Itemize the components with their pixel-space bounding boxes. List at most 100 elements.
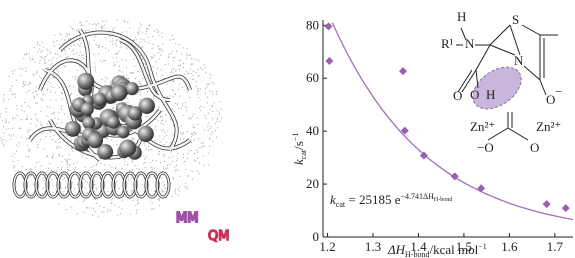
solvent-dot	[94, 23, 95, 24]
solvent-dot	[42, 193, 43, 194]
solvent-dot	[3, 126, 4, 127]
solvent-dot	[175, 71, 176, 72]
atom-label: O	[546, 92, 555, 107]
solvent-dot	[120, 70, 121, 71]
solvent-dot	[115, 64, 116, 65]
solvent-dot	[73, 86, 74, 87]
solvent-dot	[77, 162, 78, 163]
solvent-dot	[29, 149, 30, 150]
solvent-dot	[219, 113, 220, 114]
solvent-dot	[53, 192, 54, 193]
solvent-dot	[191, 64, 192, 65]
solvent-dot	[131, 178, 132, 179]
solvent-dot	[106, 138, 107, 139]
solvent-dot	[80, 172, 81, 173]
solvent-dot	[36, 162, 37, 163]
solvent-dot	[30, 168, 31, 169]
solvent-dot	[152, 202, 153, 203]
solvent-dot	[89, 44, 90, 45]
solvent-dot	[211, 126, 212, 127]
solvent-dot	[104, 25, 105, 26]
solvent-dot	[184, 161, 185, 162]
solvent-dot	[57, 58, 58, 59]
solvent-dot	[81, 25, 82, 26]
solvent-dot	[61, 161, 62, 162]
solvent-dot	[180, 139, 181, 140]
solvent-dot	[13, 161, 14, 162]
solvent-dot	[11, 135, 12, 136]
solvent-dot	[158, 154, 159, 155]
solvent-dot	[142, 46, 143, 47]
solvent-dot	[193, 71, 194, 72]
solvent-dot	[68, 38, 69, 39]
solvent-dot	[130, 72, 131, 73]
solvent-dot	[175, 43, 176, 44]
solvent-dot	[66, 136, 67, 137]
solvent-dot	[205, 93, 206, 94]
solvent-dot	[47, 50, 48, 51]
solvent-dot	[186, 110, 187, 111]
solvent-dot	[88, 30, 89, 31]
solvent-dot	[72, 150, 73, 151]
solvent-dot	[173, 61, 174, 62]
solvent-dot	[21, 110, 22, 111]
solvent-dot	[2, 120, 3, 121]
solvent-dot	[129, 27, 130, 28]
solvent-dot	[163, 182, 164, 183]
solvent-dot	[158, 52, 159, 53]
solvent-dot	[93, 208, 94, 209]
solvent-dot	[145, 156, 146, 157]
solvent-dot	[208, 130, 209, 131]
solvent-dot	[96, 164, 97, 165]
solvent-dot	[27, 84, 28, 85]
solvent-dot	[142, 31, 143, 32]
solvent-dot	[148, 43, 149, 44]
solvent-dot	[96, 45, 97, 46]
solvent-dot	[108, 191, 109, 192]
solvent-dot	[86, 193, 87, 194]
solvent-dot	[184, 74, 185, 75]
solvent-dot	[162, 111, 163, 112]
solvent-dot	[27, 145, 28, 146]
solvent-dot	[212, 106, 213, 107]
ligand-atom	[87, 133, 103, 149]
solvent-dot	[206, 86, 207, 87]
solvent-dot	[81, 57, 82, 58]
solvent-dot	[58, 146, 59, 147]
solvent-dot	[126, 102, 127, 103]
solvent-dot	[65, 36, 66, 37]
solvent-dot	[194, 58, 195, 59]
solvent-dot	[18, 142, 19, 143]
solvent-dot	[9, 76, 10, 77]
solvent-dot	[52, 156, 53, 157]
x-tick-label: 1.3	[365, 239, 381, 254]
solvent-dot	[132, 160, 133, 161]
solvent-dot	[173, 57, 174, 58]
solvent-dot	[152, 169, 153, 170]
solvent-dot	[164, 132, 165, 133]
solvent-dot	[194, 139, 195, 140]
solvent-dot	[161, 120, 162, 121]
solvent-dot	[98, 216, 99, 217]
solvent-dot	[157, 68, 158, 69]
solvent-dot	[110, 82, 111, 83]
solvent-dot	[93, 53, 94, 54]
solvent-dot	[53, 57, 54, 58]
solvent-dot	[101, 27, 102, 28]
solvent-dot	[44, 59, 45, 60]
solvent-dot	[143, 39, 144, 40]
solvent-dot	[29, 150, 30, 151]
solvent-dot	[29, 90, 30, 91]
solvent-dot	[24, 54, 25, 55]
ligand-atom	[65, 121, 81, 137]
solvent-dot	[116, 57, 117, 58]
solvent-dot	[187, 131, 188, 132]
solvent-dot	[122, 200, 123, 201]
solvent-dot	[100, 163, 101, 164]
solvent-dot	[6, 108, 7, 109]
solvent-dot	[155, 126, 156, 127]
solvent-dot	[37, 147, 38, 148]
solvent-dot	[188, 175, 189, 176]
solvent-dot	[74, 169, 75, 170]
solvent-dot	[170, 164, 171, 165]
